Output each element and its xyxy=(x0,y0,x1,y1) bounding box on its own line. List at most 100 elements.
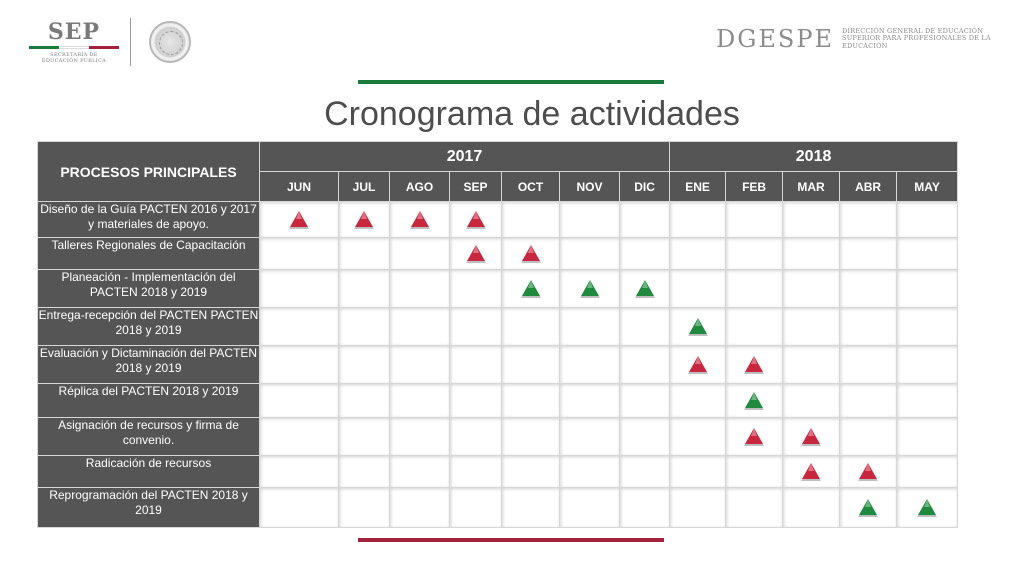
schedule-cell xyxy=(782,237,841,270)
red-triangle-marker-icon xyxy=(744,427,765,446)
schedule-cell xyxy=(338,237,390,270)
month-header-feb: FEB xyxy=(725,171,784,202)
schedule-cell xyxy=(782,383,841,418)
green-triangle-marker-icon xyxy=(520,279,541,298)
table-row: Reprogramación del PACTEN 2018 y 2019 xyxy=(37,487,959,528)
schedule-cell xyxy=(896,455,959,488)
schedule-cell xyxy=(896,345,959,384)
schedule-cell xyxy=(449,345,502,384)
schedule-cell xyxy=(559,487,620,528)
schedule-cell xyxy=(501,237,560,270)
schedule-cell xyxy=(259,383,339,418)
schedule-cell xyxy=(618,487,671,528)
schedule-cell xyxy=(559,237,620,270)
schedule-cell xyxy=(389,383,450,418)
schedule-cell xyxy=(449,487,502,528)
schedule-cell xyxy=(839,237,898,270)
month-header-ene: ENE xyxy=(669,171,727,202)
red-triangle-marker-icon xyxy=(520,244,541,263)
schedule-cell xyxy=(389,201,450,238)
red-triangle-marker-icon xyxy=(465,210,486,229)
schedule-cell xyxy=(449,307,502,346)
month-header-oct: OCT xyxy=(501,171,560,202)
schedule-cell xyxy=(389,237,450,270)
schedule-cell xyxy=(559,307,620,346)
schedule-cell xyxy=(259,345,339,384)
schedule-cell xyxy=(839,455,898,488)
month-header-mar: MAR xyxy=(782,171,841,202)
dgespe-header: DGESPE DIRECCIÓN GENERAL DE EDUCACIÓN SU… xyxy=(716,24,991,54)
schedule-cell xyxy=(389,487,450,528)
schedule-cell xyxy=(725,201,784,238)
schedule-cell xyxy=(782,269,841,308)
schedule-cell xyxy=(725,269,784,308)
schedule-cell xyxy=(725,307,784,346)
month-header-jul: JUL xyxy=(338,171,390,202)
green-triangle-marker-icon xyxy=(917,498,938,517)
red-triangle-marker-icon xyxy=(801,462,822,481)
green-rule xyxy=(358,80,664,84)
dgespe-subtitle-line-2: SUPERIOR PARA PROFESIONALES DE LA xyxy=(842,34,991,43)
schedule-cell xyxy=(669,269,727,308)
process-label: Reprogramación del PACTEN 2018 y 2019 xyxy=(37,487,260,528)
table-row: Radicación de recursos xyxy=(37,455,959,488)
schedule-cell xyxy=(559,455,620,488)
schedule-cell xyxy=(618,455,671,488)
national-seal-icon xyxy=(149,21,191,63)
month-header-jun: JUN xyxy=(259,171,339,202)
schedule-cell xyxy=(259,455,339,488)
month-header-abr: ABR xyxy=(839,171,898,202)
schedule-cell xyxy=(449,417,502,456)
schedule-cell xyxy=(449,237,502,270)
schedule-cell xyxy=(896,307,959,346)
red-rule xyxy=(358,538,664,542)
process-column-header: PROCESOS PRINCIPALES xyxy=(37,141,260,202)
month-header-may: MAY xyxy=(896,171,959,202)
month-header-dic: DIC xyxy=(618,171,671,202)
schedule-cell xyxy=(449,383,502,418)
schedule-cell xyxy=(338,269,390,308)
schedule-cell xyxy=(259,307,339,346)
dgespe-subtitle-line-1: DIRECCIÓN GENERAL DE EDUCACIÓN xyxy=(842,26,984,35)
dgespe-subtitle: DIRECCIÓN GENERAL DE EDUCACIÓN SUPERIOR … xyxy=(842,26,991,50)
schedule-cell xyxy=(338,455,390,488)
schedule-cell xyxy=(839,269,898,308)
sep-logo: SEP xyxy=(47,18,101,45)
schedule-cell xyxy=(896,383,959,418)
schedule-cell xyxy=(618,345,671,384)
schedule-cell xyxy=(338,417,390,456)
green-triangle-marker-icon xyxy=(579,279,600,298)
schedule-cell xyxy=(839,201,898,238)
schedule-cell xyxy=(896,201,959,238)
red-triangle-marker-icon xyxy=(354,210,374,229)
schedule-cell xyxy=(839,345,898,384)
schedule-cell xyxy=(559,269,620,308)
schedule-cell xyxy=(839,307,898,346)
red-triangle-marker-icon xyxy=(858,462,879,481)
table-row: Talleres Regionales de Capacitación xyxy=(37,237,959,270)
schedule-cell xyxy=(559,417,620,456)
schedule-cell xyxy=(501,383,560,418)
schedule-cell xyxy=(839,383,898,418)
schedule-cell xyxy=(669,455,727,488)
schedule-cell xyxy=(501,417,560,456)
schedule-cell xyxy=(725,417,784,456)
schedule-cell xyxy=(338,383,390,418)
schedule-cell xyxy=(839,487,898,528)
process-label: Planeación - Implementación del PACTEN 2… xyxy=(37,269,260,308)
process-label: Entrega-recepción del PACTEN PACTEN 2018… xyxy=(37,307,260,346)
red-triangle-marker-icon xyxy=(409,210,430,229)
schedule-cell xyxy=(669,201,727,238)
red-triangle-marker-icon xyxy=(289,210,309,229)
schedule-cell xyxy=(559,345,620,384)
red-triangle-marker-icon xyxy=(801,427,822,446)
schedule-cell xyxy=(259,201,339,238)
schedule-cell xyxy=(782,307,841,346)
sep-subtitle-2: EDUCACIÓN PÚBLICA xyxy=(41,57,107,64)
schedule-cell xyxy=(618,383,671,418)
page-title: Cronograma de actividades xyxy=(324,95,740,133)
dgespe-logo: DGESPE xyxy=(716,25,835,53)
schedule-cell xyxy=(501,201,560,238)
schedule-cell xyxy=(259,269,339,308)
process-label: Asignación de recursos y firma de conven… xyxy=(37,417,260,456)
